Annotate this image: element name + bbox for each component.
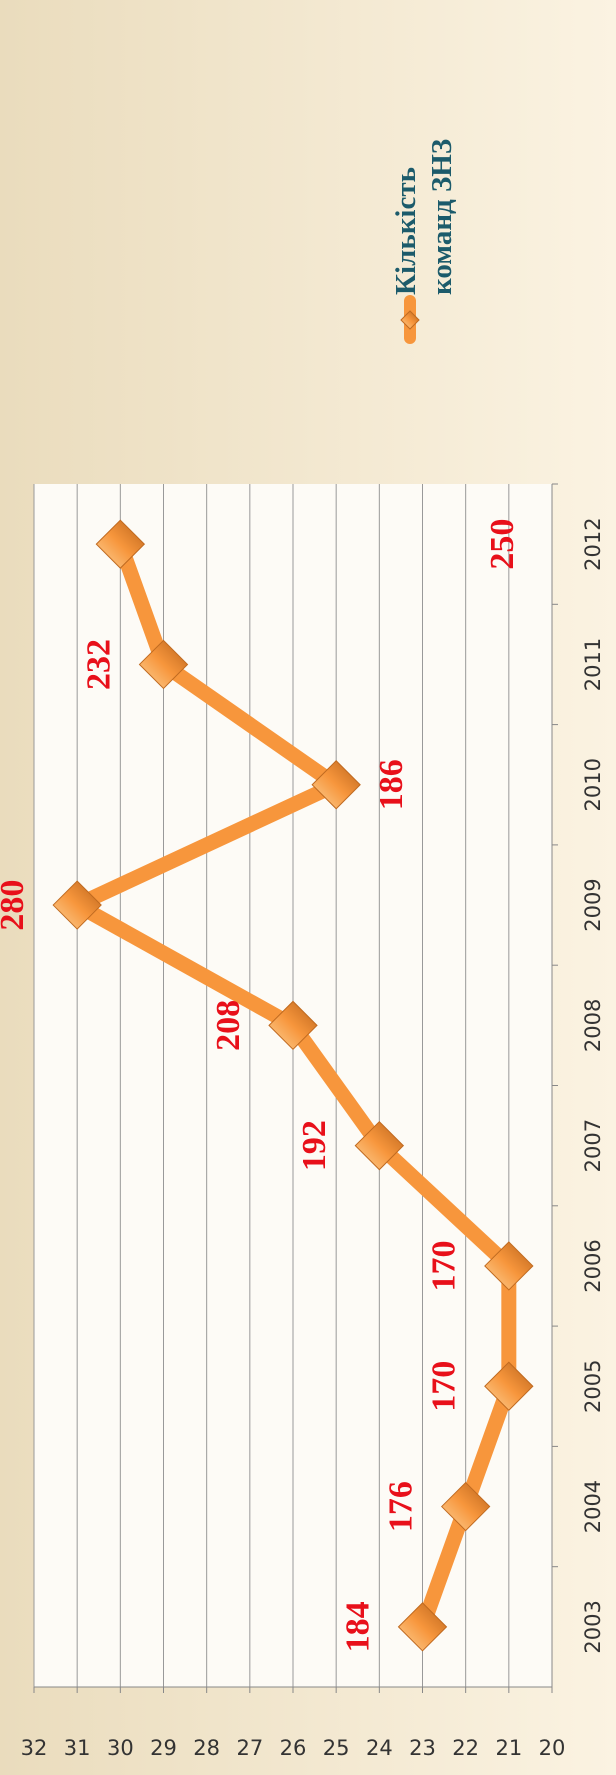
x-tick-label: 2012 xyxy=(581,517,605,570)
data-label: 170 xyxy=(426,1361,463,1412)
plot-group: 20 21 22 23 24 25 26 27 28 29 30 31 32 2003 2004 2005 20… xyxy=(0,138,605,1760)
y-tick-label: 32 xyxy=(21,1736,48,1760)
data-label: 176 xyxy=(382,1481,419,1532)
y-tick-label: 21 xyxy=(495,1736,522,1760)
x-tick-label: 2011 xyxy=(581,638,605,691)
marker xyxy=(354,1120,405,1171)
y-tick-label: 25 xyxy=(323,1736,350,1760)
marker xyxy=(484,1241,534,1291)
marker xyxy=(268,1000,318,1051)
x-tick-label: 2005 xyxy=(581,1360,605,1413)
y-tick-label: 28 xyxy=(193,1736,220,1760)
x-tick-label: 2007 xyxy=(581,1119,605,1172)
data-label: 184 xyxy=(339,1601,376,1652)
marker xyxy=(484,1361,534,1411)
x-tick-label: 2008 xyxy=(581,999,605,1052)
marker xyxy=(95,519,146,569)
y-tick-label: 29 xyxy=(150,1736,177,1760)
series-line xyxy=(69,541,517,1630)
y-tick-label: 27 xyxy=(236,1736,263,1760)
data-label: 208 xyxy=(210,1000,247,1051)
x-tick-label: 2010 xyxy=(581,758,605,811)
legend-label: Кількість команд ЗНЗ xyxy=(390,138,458,295)
marker xyxy=(138,639,189,690)
data-label: 192 xyxy=(296,1120,333,1171)
legend: Кількість команд ЗНЗ xyxy=(390,138,458,295)
y-tick-label: 20 xyxy=(539,1736,566,1760)
x-tick-label: 2009 xyxy=(581,878,605,931)
marker xyxy=(311,760,361,810)
x-tick-label: 2003 xyxy=(581,1600,605,1653)
y-tick-label: 22 xyxy=(452,1736,479,1760)
data-label: 280 xyxy=(0,880,31,931)
y-tick-label: 30 xyxy=(107,1736,134,1760)
legend-marker xyxy=(400,310,420,330)
y-tick-label: 26 xyxy=(280,1736,307,1760)
data-label: 170 xyxy=(426,1240,463,1291)
marker xyxy=(397,1602,448,1652)
marker xyxy=(440,1481,491,1532)
y-tick-label: 31 xyxy=(64,1736,91,1760)
data-label: 186 xyxy=(373,759,410,810)
x-tick-label: 2004 xyxy=(581,1480,605,1533)
x-tick-label: 2006 xyxy=(581,1239,605,1292)
data-label: 232 xyxy=(80,639,117,690)
y-tick-label: 23 xyxy=(409,1736,436,1760)
marker xyxy=(52,880,102,930)
data-label: 250 xyxy=(484,519,521,570)
y-tick-label: 24 xyxy=(366,1736,393,1760)
